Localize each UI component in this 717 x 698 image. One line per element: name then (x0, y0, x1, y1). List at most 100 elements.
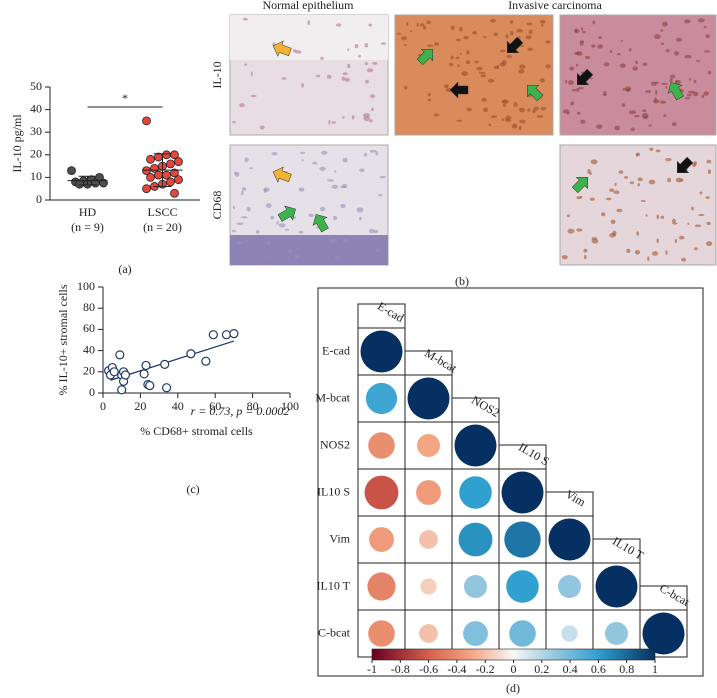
data-point (229, 329, 239, 339)
row-label: IL10 S (317, 484, 350, 498)
cell-nucleus (665, 49, 670, 53)
y-tick-label: 50 (30, 79, 42, 93)
cell-nucleus (654, 97, 657, 103)
cell-nucleus (577, 111, 581, 115)
cell-nucleus (326, 74, 332, 79)
cell-nucleus (347, 63, 351, 69)
cell-nucleus (487, 78, 495, 83)
cell-nucleus (636, 231, 639, 236)
cell-nucleus (689, 77, 692, 81)
cell-nucleus (493, 65, 499, 69)
arrow (667, 82, 684, 101)
cell-nucleus (241, 187, 247, 191)
cell-nucleus (687, 222, 690, 225)
cell-nucleus (241, 216, 248, 219)
cell-nucleus (518, 69, 525, 74)
correlation-circle (419, 530, 438, 549)
y-tick-label: 60 (83, 321, 95, 335)
cell-nucleus (539, 78, 545, 83)
cell-nucleus (312, 161, 318, 165)
correlation-circle (595, 565, 638, 608)
arrow (527, 85, 544, 102)
cell-nucleus (624, 86, 632, 92)
cell-nucleus (434, 42, 440, 46)
label-box (404, 350, 453, 375)
cell-nucleus (622, 88, 626, 91)
cell-nucleus (331, 121, 337, 124)
column-label: IL10 S (516, 440, 552, 469)
cell-nucleus (686, 93, 692, 97)
cell-nucleus (473, 30, 477, 35)
cell-nucleus (598, 36, 602, 39)
arrow (507, 36, 524, 53)
cell-nucleus (308, 213, 314, 218)
cell-nucleus (363, 113, 370, 118)
cell-nucleus (344, 77, 350, 82)
cell-nucleus (642, 62, 648, 66)
cell-nucleus (427, 44, 434, 47)
cell-nucleus (369, 228, 375, 234)
cell-nucleus (706, 159, 712, 164)
cell-nucleus (656, 214, 659, 220)
cell-nucleus (368, 23, 373, 27)
cell-nucleus (461, 71, 469, 77)
correlation-circle (420, 578, 437, 595)
cell-nucleus (591, 239, 599, 244)
cell-nucleus (481, 97, 487, 102)
cell-nucleus (636, 153, 639, 157)
correlation-circle (407, 377, 450, 420)
cell-nucleus (380, 42, 386, 45)
x-tick-label: 100 (281, 399, 299, 413)
cell-nucleus (583, 248, 588, 253)
y-tick-label: 20 (30, 147, 42, 161)
cell-nucleus (614, 182, 617, 187)
cell-nucleus (675, 79, 681, 85)
cell-nucleus (501, 60, 507, 65)
cell-nucleus (525, 35, 532, 40)
cell-nucleus (532, 109, 536, 114)
cell-nucleus (648, 179, 656, 185)
cell-nucleus (232, 229, 236, 233)
x-tick-label: 80 (247, 399, 259, 413)
cell-nucleus (635, 60, 638, 65)
panel-label: (b) (455, 274, 469, 288)
image-carcinoma-il10-a (394, 14, 554, 136)
cell-nucleus (465, 60, 471, 65)
cell-nucleus (663, 114, 667, 117)
colorbar (371, 648, 656, 661)
cell-nucleus (403, 44, 407, 46)
cell-nucleus (591, 237, 598, 241)
cell-nucleus (373, 229, 379, 234)
colorbar-tick-label: -0.6 (419, 662, 438, 676)
x-tick-label: LSCC (147, 205, 177, 219)
column-title: Invasive carcinoma (508, 0, 602, 12)
cell-nucleus (466, 50, 470, 55)
column-label: E-cad (375, 299, 406, 325)
cell-nucleus (699, 191, 703, 195)
cell-nucleus (528, 29, 533, 35)
cell-nucleus (293, 254, 300, 260)
cell-nucleus (569, 66, 575, 71)
cell-nucleus (703, 91, 709, 96)
cell-nucleus (567, 228, 575, 234)
cell-nucleus (641, 113, 649, 118)
cell-nucleus (693, 91, 699, 97)
cell-nucleus (696, 59, 700, 62)
cell-nucleus (589, 197, 595, 201)
cell-nucleus (571, 89, 577, 92)
cell-nucleus (539, 19, 546, 24)
cell-nucleus (422, 25, 427, 30)
cell-nucleus (368, 119, 373, 123)
arrow (416, 49, 433, 66)
cell-nucleus (342, 183, 348, 189)
cell-nucleus (574, 51, 580, 55)
cell-nucleus (707, 70, 712, 75)
cell-nucleus (321, 150, 328, 155)
cell-nucleus (371, 107, 374, 112)
cell-nucleus (673, 51, 680, 56)
cell-nucleus (354, 44, 359, 49)
cell-nucleus (232, 205, 236, 210)
correlation-circle (369, 527, 394, 552)
y-tick-label: 80 (83, 300, 95, 314)
cell-nucleus (519, 119, 526, 124)
